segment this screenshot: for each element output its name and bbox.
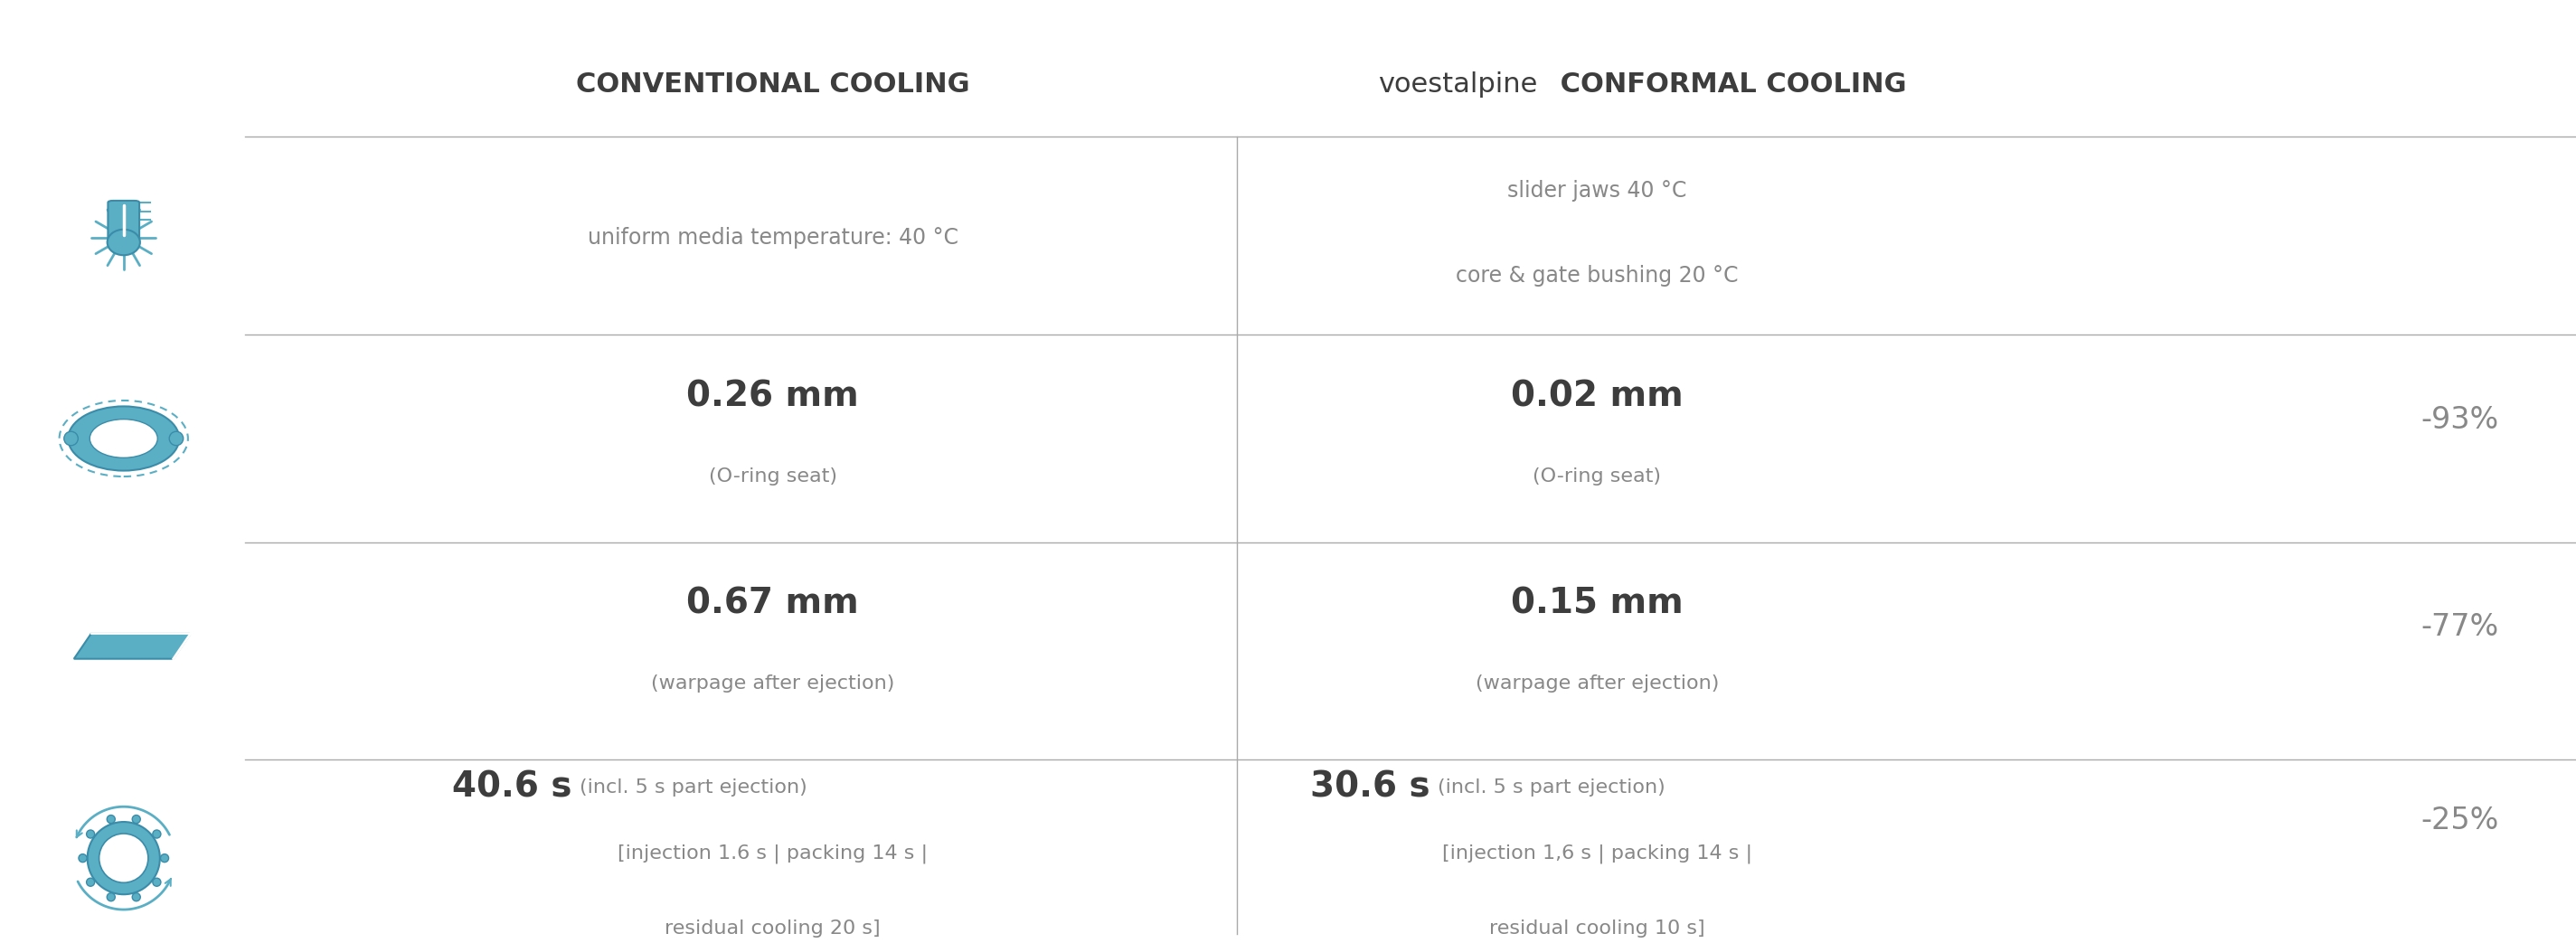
- Text: 0.67 mm: 0.67 mm: [688, 587, 858, 620]
- Text: residual cooling 20 s]: residual cooling 20 s]: [665, 919, 881, 938]
- Ellipse shape: [108, 893, 116, 902]
- Text: (O-ring seat): (O-ring seat): [1533, 467, 1662, 486]
- Text: -25%: -25%: [2421, 805, 2499, 835]
- Text: core & gate bushing 20 °C: core & gate bushing 20 °C: [1455, 264, 1739, 287]
- Text: (warpage after ejection): (warpage after ejection): [1476, 674, 1718, 693]
- Text: (warpage after ejection): (warpage after ejection): [652, 674, 894, 693]
- Ellipse shape: [152, 830, 160, 838]
- FancyBboxPatch shape: [108, 201, 139, 245]
- Ellipse shape: [131, 815, 139, 823]
- Ellipse shape: [170, 432, 183, 445]
- Ellipse shape: [108, 229, 139, 256]
- Ellipse shape: [64, 432, 77, 445]
- Ellipse shape: [160, 854, 167, 862]
- Text: CONVENTIONAL COOLING: CONVENTIONAL COOLING: [577, 72, 969, 98]
- Text: 0.26 mm: 0.26 mm: [688, 379, 858, 413]
- Ellipse shape: [88, 878, 95, 886]
- Text: uniform media temperature: 40 °C: uniform media temperature: 40 °C: [587, 226, 958, 249]
- Ellipse shape: [88, 822, 160, 894]
- Text: CONFORMAL COOLING: CONFORMAL COOLING: [1551, 72, 1906, 98]
- Text: -77%: -77%: [2421, 612, 2499, 642]
- Text: 30.6 s: 30.6 s: [1309, 770, 1430, 804]
- Ellipse shape: [98, 834, 149, 883]
- Text: [injection 1,6 s | packing 14 s |: [injection 1,6 s | packing 14 s |: [1443, 844, 1752, 863]
- Ellipse shape: [80, 854, 88, 862]
- Text: slider jaws 40 °C: slider jaws 40 °C: [1507, 179, 1687, 202]
- Ellipse shape: [88, 830, 95, 838]
- Ellipse shape: [67, 406, 180, 471]
- Text: [injection 1.6 s | packing 14 s |: [injection 1.6 s | packing 14 s |: [618, 844, 927, 863]
- Text: 0.02 mm: 0.02 mm: [1512, 379, 1682, 413]
- Polygon shape: [75, 633, 191, 659]
- Text: (incl. 5 s part ejection): (incl. 5 s part ejection): [580, 778, 806, 797]
- Text: voestalpine: voestalpine: [1378, 72, 1538, 98]
- Text: (O-ring seat): (O-ring seat): [708, 467, 837, 486]
- Text: 0.15 mm: 0.15 mm: [1512, 587, 1682, 620]
- Text: residual cooling 10 s]: residual cooling 10 s]: [1489, 919, 1705, 938]
- Ellipse shape: [131, 893, 139, 902]
- Text: (incl. 5 s part ejection): (incl. 5 s part ejection): [1437, 778, 1664, 797]
- Ellipse shape: [108, 815, 116, 823]
- Text: 40.6 s: 40.6 s: [451, 770, 572, 804]
- Ellipse shape: [90, 420, 157, 457]
- Ellipse shape: [152, 878, 160, 886]
- Text: -93%: -93%: [2421, 405, 2499, 435]
